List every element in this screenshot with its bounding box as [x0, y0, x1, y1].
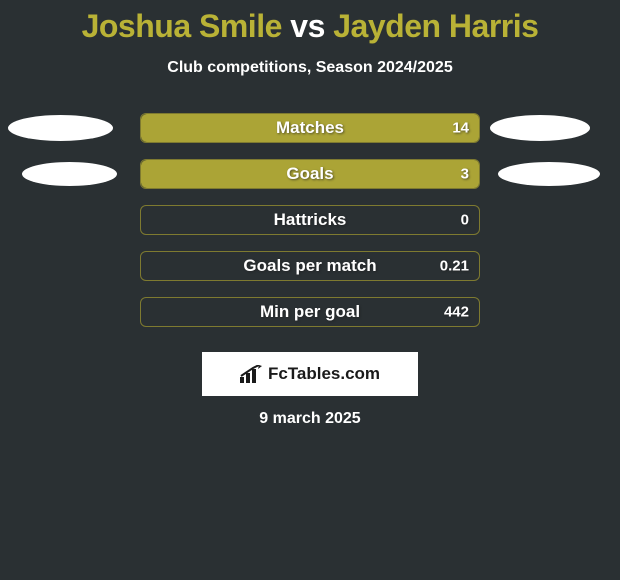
stat-bar: Matches14 — [140, 113, 480, 143]
stat-rows: Matches14 Goals3 Hattricks0 Goals per match… — [0, 113, 620, 327]
right-ellipse — [490, 115, 590, 141]
stat-row: Goals per match0.21 — [0, 251, 620, 281]
stat-bar-fill — [141, 160, 479, 188]
stat-label: Min per goal — [141, 302, 479, 322]
stat-row: Matches14 — [0, 113, 620, 143]
player1-name: Joshua Smile — [82, 8, 282, 44]
chart-icon — [240, 365, 262, 383]
card-date: 9 march 2025 — [0, 410, 620, 428]
comparison-card: Joshua Smile vs Jayden Harris Club compe… — [0, 0, 620, 580]
stat-value: 442 — [444, 304, 469, 321]
source-logo: FcTables.com — [202, 352, 418, 396]
stat-bar: Min per goal442 — [140, 297, 480, 327]
source-logo-inner: FcTables.com — [240, 364, 380, 384]
card-title: Joshua Smile vs Jayden Harris — [0, 0, 620, 45]
stat-value: 0 — [461, 212, 469, 229]
stat-row: Hattricks0 — [0, 205, 620, 235]
card-subtitle: Club competitions, Season 2024/2025 — [0, 59, 620, 77]
stat-bar-fill — [141, 114, 479, 142]
stat-bar: Hattricks0 — [140, 205, 480, 235]
stat-value: 0.21 — [440, 258, 469, 275]
stat-bar: Goals per match0.21 — [140, 251, 480, 281]
player2-name: Jayden Harris — [333, 8, 538, 44]
stat-row: Min per goal442 — [0, 297, 620, 327]
stat-row: Goals3 — [0, 159, 620, 189]
left-ellipse — [8, 115, 113, 141]
vs-separator: vs — [290, 8, 325, 44]
left-ellipse — [22, 162, 117, 186]
stat-bar: Goals3 — [140, 159, 480, 189]
source-logo-text: FcTables.com — [268, 364, 380, 384]
stat-label: Goals per match — [141, 256, 479, 276]
stat-label: Hattricks — [141, 210, 479, 230]
right-ellipse — [498, 162, 600, 186]
